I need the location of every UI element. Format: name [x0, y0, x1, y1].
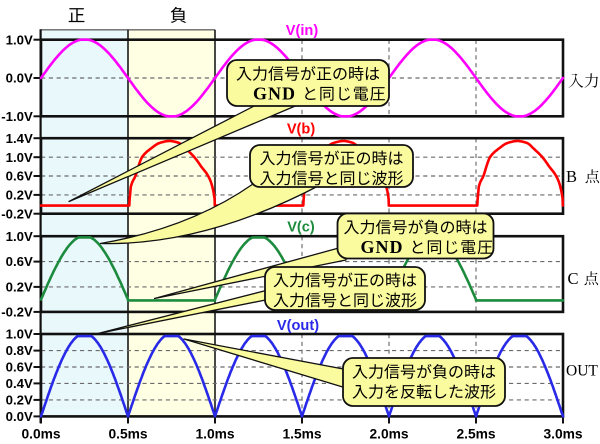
- svg-text:-0.2V: -0.2V: [1, 206, 33, 221]
- svg-text:0.5ms: 0.5ms: [108, 427, 147, 442]
- svg-text:0.0ms: 0.0ms: [21, 427, 60, 442]
- svg-text:0.2V: 0.2V: [6, 280, 33, 295]
- svg-text:GND: GND: [253, 84, 296, 104]
- svg-text:0.6V: 0.6V: [6, 254, 33, 269]
- svg-text:V(b): V(b): [287, 122, 316, 138]
- svg-text:V(in): V(in): [286, 23, 319, 39]
- svg-text:OUT: OUT: [566, 363, 598, 380]
- svg-text:1.0ms: 1.0ms: [195, 427, 234, 442]
- svg-text:2.0ms: 2.0ms: [369, 427, 408, 442]
- svg-text:0.0V: 0.0V: [6, 409, 33, 424]
- svg-text:V(c): V(c): [287, 219, 315, 235]
- svg-text:0.4V: 0.4V: [6, 376, 33, 391]
- svg-text:0.2V: 0.2V: [6, 393, 33, 408]
- svg-text:0.6V: 0.6V: [6, 169, 33, 184]
- svg-text:C: C: [568, 269, 579, 288]
- svg-text:1.0V: 1.0V: [6, 229, 33, 244]
- svg-text:-1.0V: -1.0V: [1, 109, 33, 124]
- svg-text:0.6V: 0.6V: [6, 360, 33, 375]
- svg-text:0.8V: 0.8V: [6, 343, 33, 358]
- svg-text:1.0V: 1.0V: [6, 150, 33, 165]
- svg-text:B: B: [566, 167, 577, 186]
- svg-text:1.5ms: 1.5ms: [282, 427, 321, 442]
- svg-text:1.0V: 1.0V: [6, 327, 33, 342]
- svg-text:-0.2V: -0.2V: [1, 305, 33, 320]
- svg-text:3.0ms: 3.0ms: [543, 427, 582, 442]
- svg-text:V(out): V(out): [277, 318, 319, 334]
- svg-text:2.5ms: 2.5ms: [456, 427, 495, 442]
- svg-text:0.2V: 0.2V: [6, 188, 33, 203]
- svg-text:1.4V: 1.4V: [6, 131, 33, 146]
- svg-text:0.0V: 0.0V: [6, 71, 33, 86]
- svg-text:1.0V: 1.0V: [6, 32, 33, 47]
- svg-text:GND: GND: [361, 237, 404, 257]
